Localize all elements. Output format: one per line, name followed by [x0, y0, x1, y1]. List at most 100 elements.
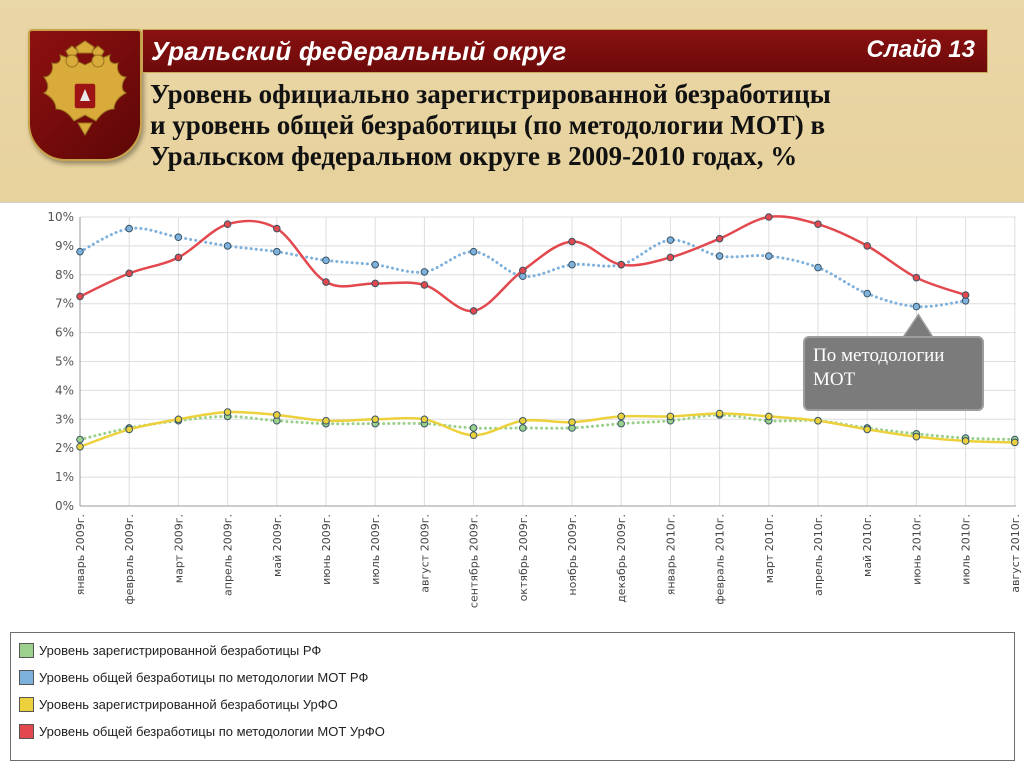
data-point: [863, 242, 872, 250]
data-point: [1011, 438, 1019, 447]
x-tick-label: октябрь 2009г.: [517, 514, 530, 601]
data-point: [174, 253, 183, 262]
data-point: [863, 289, 872, 298]
y-tick-label: 1%: [55, 470, 74, 484]
data-point: [863, 425, 872, 434]
legend-label: Уровень зарегистрированной безработицы Р…: [39, 642, 322, 658]
data-point: [76, 292, 84, 301]
y-tick-label: 4%: [55, 383, 74, 397]
y-tick-label: 2%: [55, 441, 74, 455]
legend-swatch: [19, 723, 34, 739]
chart-legend: Уровень зарегистрированной безработицы Р…: [10, 632, 1015, 761]
subtitle-line: Уровень официально зарегистрированной бе…: [150, 79, 831, 109]
data-point: [568, 260, 576, 269]
data-point: [223, 408, 232, 416]
x-tick-label: апрель 2009г.: [222, 514, 235, 596]
x-tick-label: ноябрь 2009г.: [566, 514, 579, 596]
data-point: [273, 224, 281, 233]
data-point: [174, 415, 183, 424]
data-point: [322, 256, 330, 265]
data-point: [371, 279, 380, 288]
legend-item: Уровень зарегистрированной безработицы Р…: [19, 641, 321, 659]
legend-item: Уровень общей безработицы по методологии…: [19, 668, 368, 686]
data-point: [765, 213, 773, 221]
series-line: [78, 413, 1017, 442]
data-point: [666, 412, 675, 421]
data-point: [666, 253, 675, 262]
chart-panel: 0% 1% 2% 3% 4% 5% 6% 7% 8% 9% 10% январь 2009г. февр…: [0, 202, 1024, 769]
y-tick-label: 6%: [55, 326, 74, 340]
slide-number: Слайд 13: [866, 36, 975, 63]
data-point: [519, 424, 527, 432]
series-line: [78, 410, 1017, 449]
data-point: [125, 269, 133, 278]
data-point: [223, 220, 232, 229]
data-point: [322, 278, 330, 286]
x-tick-label: февраль 2009г.: [123, 514, 136, 605]
legend-swatch: [19, 669, 34, 685]
data-point: [912, 302, 921, 311]
data-point: [666, 236, 675, 244]
legend-swatch: [19, 696, 34, 712]
legend-label: Уровень общей безработицы по методологии…: [39, 723, 385, 739]
data-point: [617, 260, 626, 269]
data-point: [961, 291, 970, 299]
legend-item: Уровень общей безработицы по методологии…: [19, 722, 385, 740]
data-point: [519, 266, 527, 275]
x-tick-label: май 2010г.: [861, 514, 874, 577]
region-title: Уральский федеральный округ: [151, 36, 567, 66]
data-point: [715, 252, 724, 260]
x-tick-label: июнь 2009г.: [320, 514, 333, 585]
data-point: [125, 425, 133, 434]
x-tick-label: август 2010г.: [1009, 514, 1022, 593]
subtitle-line: и уровень общей безработицы (по методоло…: [150, 110, 826, 140]
slide-subtitle: Уровень официально зарегистрированной бе…: [150, 79, 1016, 172]
data-point: [568, 237, 576, 246]
x-tick-label: февраль 2010г.: [714, 514, 727, 605]
x-tick-label: июль 2009г.: [369, 514, 382, 585]
x-tick-label: сентябрь 2009г.: [468, 514, 481, 608]
legend-item: Уровень зарегистрированной безработицы У…: [19, 695, 338, 713]
data-point: [961, 437, 970, 445]
callout-line: МОТ: [813, 369, 856, 390]
coat-of-arms-emblem: [28, 29, 142, 161]
y-tick-label: 0%: [55, 499, 74, 513]
mot-callout: По методологии МОТ: [803, 336, 984, 411]
legend-label: Уровень общей безработицы по методологии…: [39, 669, 369, 685]
subtitle-line: Уральском федеральном округе в 2009-2010…: [150, 141, 798, 171]
data-point: [765, 252, 773, 260]
data-point: [568, 418, 576, 426]
data-point: [174, 233, 183, 242]
data-point: [519, 416, 527, 425]
callout-line: По методологии: [813, 345, 945, 366]
x-tick-label: январь 2009г.: [74, 514, 87, 595]
data-point: [371, 260, 380, 269]
data-point: [420, 415, 429, 424]
line-chart: 0% 1% 2% 3% 4% 5% 6% 7% 8% 9% 10% январь 2009г. февр…: [47, 210, 1022, 608]
data-point: [715, 234, 724, 243]
data-point: [420, 281, 429, 289]
data-point: [420, 268, 429, 276]
y-tick-label: 8%: [55, 268, 74, 282]
data-point: [273, 411, 281, 419]
y-tick-label: 7%: [55, 297, 74, 311]
data-point: [469, 431, 478, 439]
y-tick-label: 10%: [47, 210, 74, 224]
y-tick-label: 9%: [55, 239, 74, 253]
legend-label: Уровень зарегистрированной безработицы У…: [39, 696, 338, 712]
data-point: [469, 247, 478, 256]
data-point: [125, 224, 133, 233]
data-point: [617, 419, 626, 428]
title-bar: Уральский федеральный округ Слайд 13: [142, 29, 988, 73]
x-tick-label: декабрь 2009г.: [615, 514, 628, 603]
data-point: [322, 416, 330, 425]
data-point: [912, 273, 921, 282]
data-point: [617, 412, 626, 421]
data-point: [765, 412, 773, 421]
data-point: [814, 263, 822, 272]
x-tick-label: январь 2010г.: [664, 514, 677, 595]
data-point: [469, 307, 478, 315]
y-tick-label: 5%: [55, 355, 74, 369]
x-tick-label: август 2009г.: [418, 514, 431, 593]
x-tick-label: апрель 2010г.: [812, 514, 825, 596]
